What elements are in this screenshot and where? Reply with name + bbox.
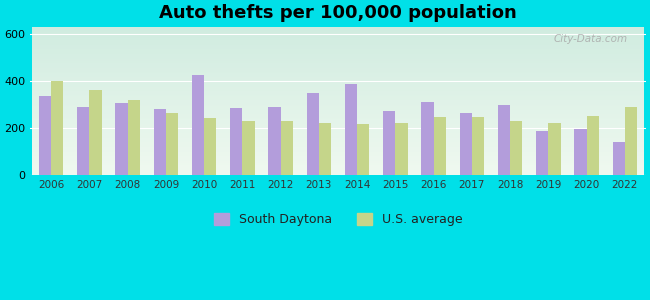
Bar [357,124,369,175]
Bar [395,123,408,175]
Bar [204,118,216,175]
Bar [230,108,242,175]
Bar [307,93,319,175]
Bar [549,123,560,175]
Bar [575,129,586,175]
Bar [127,100,140,175]
Bar [421,102,434,175]
Title: Auto thefts per 100,000 population: Auto thefts per 100,000 population [159,4,517,22]
Bar [510,121,523,175]
Bar [166,112,178,175]
Text: City-Data.com: City-Data.com [553,34,627,44]
Bar [116,103,127,175]
Bar [383,111,395,175]
Bar [153,109,166,175]
Bar [612,142,625,175]
Bar [345,84,357,175]
Bar [586,116,599,175]
Bar [39,96,51,175]
Bar [319,123,331,175]
Bar [51,81,64,175]
Bar [536,131,549,175]
Bar [460,112,472,175]
Bar [472,117,484,175]
Bar [242,121,255,175]
Bar [498,106,510,175]
Legend: South Daytona, U.S. average: South Daytona, U.S. average [209,208,467,231]
Bar [434,117,446,175]
Bar [192,75,204,175]
Bar [625,107,637,175]
Bar [90,90,101,175]
Bar [77,107,90,175]
Bar [281,121,293,175]
Bar [268,107,281,175]
